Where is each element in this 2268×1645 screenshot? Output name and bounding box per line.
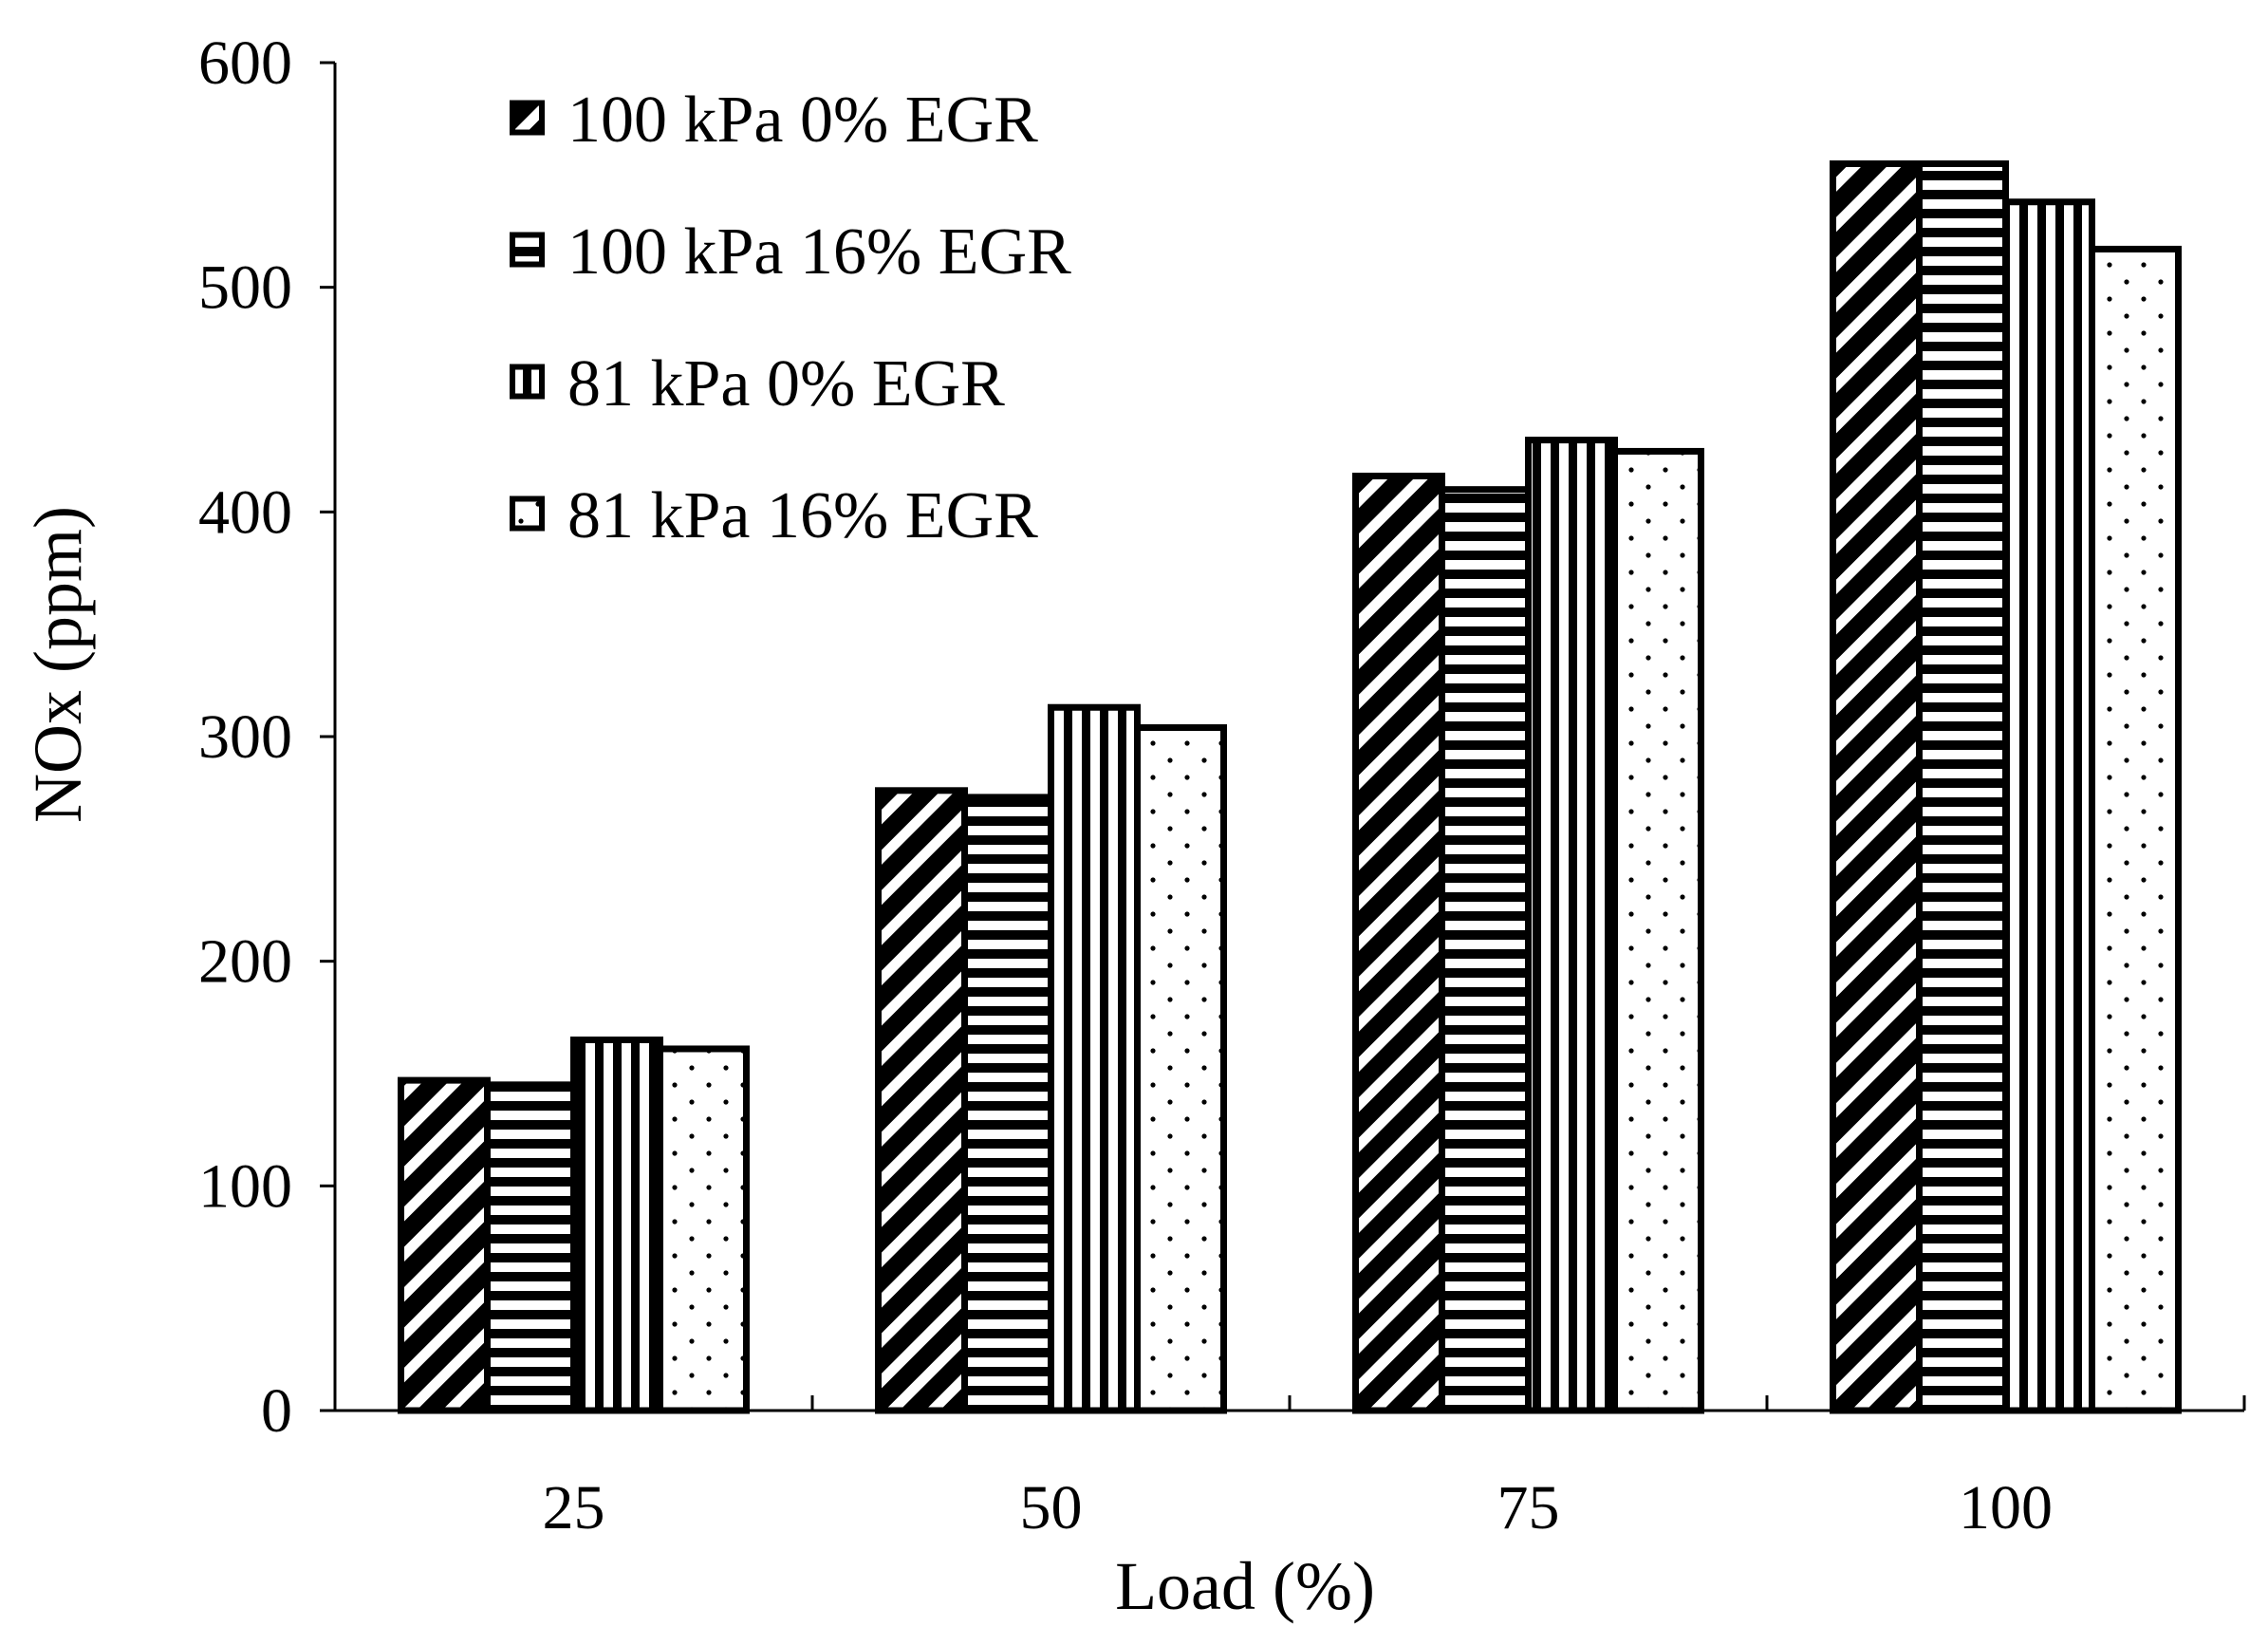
bar-3-load-75 [1525,437,1618,1414]
legend-swatch-3 [510,364,545,400]
bar-4-load-100 [2089,245,2182,1414]
bar-3-load-50 [1048,703,1141,1414]
bar-4-load-50 [1134,724,1227,1414]
x-tick-label: 50 [1020,1473,1083,1542]
y-axis-title: NOx (ppm) [20,506,96,823]
bar-1-load-50 [875,787,968,1414]
legend-label-2: 100 kPa 16% EGR [567,215,1071,289]
bar-2-load-100 [1916,160,2009,1414]
y-tick-label: 200 [198,927,292,997]
bar-2-load-50 [961,794,1054,1414]
y-tick-label: 500 [198,253,292,323]
x-tick-label: 100 [1959,1473,2053,1542]
y-tick-label: 600 [198,28,292,98]
legend: 100 kPa 0% EGR 100 kPa 16% EGR 81 kPa 0% E… [510,84,1071,552]
legend-label-1: 100 kPa 0% EGR [567,84,1038,157]
x-axis-title: Load (%) [1115,1548,1375,1624]
bar-3-load-25 [570,1037,663,1414]
legend-label-3: 81 kPa 0% EGR [567,347,1005,421]
bar-4-load-25 [657,1045,750,1414]
y-tick-label: 100 [198,1151,292,1221]
y-tick-label: 300 [198,702,292,772]
bar-2-load-25 [484,1081,577,1414]
bar-1-load-100 [1830,160,1923,1414]
legend-label-4: 81 kPa 16% EGR [567,479,1038,552]
legend-swatch-2 [510,232,545,268]
x-tick-label: 25 [543,1473,605,1542]
bar-4-load-75 [1611,447,1704,1414]
legend-swatch-4 [510,495,545,532]
bar-2-load-75 [1439,486,1532,1414]
x-tick-label: 75 [1497,1473,1560,1542]
y-tick-label: 0 [261,1376,292,1446]
bar-1-load-75 [1352,472,1445,1414]
bar-3-load-100 [2002,198,2095,1414]
bars [398,160,2182,1414]
bar-1-load-25 [398,1076,491,1414]
y-tick-label: 400 [198,477,292,547]
y-axis-ticks: 0 100 200 300 400 500 600 [198,28,335,1446]
x-axis-ticks: 25 50 75 100 [543,1395,2246,1542]
legend-swatch-1 [510,100,545,136]
